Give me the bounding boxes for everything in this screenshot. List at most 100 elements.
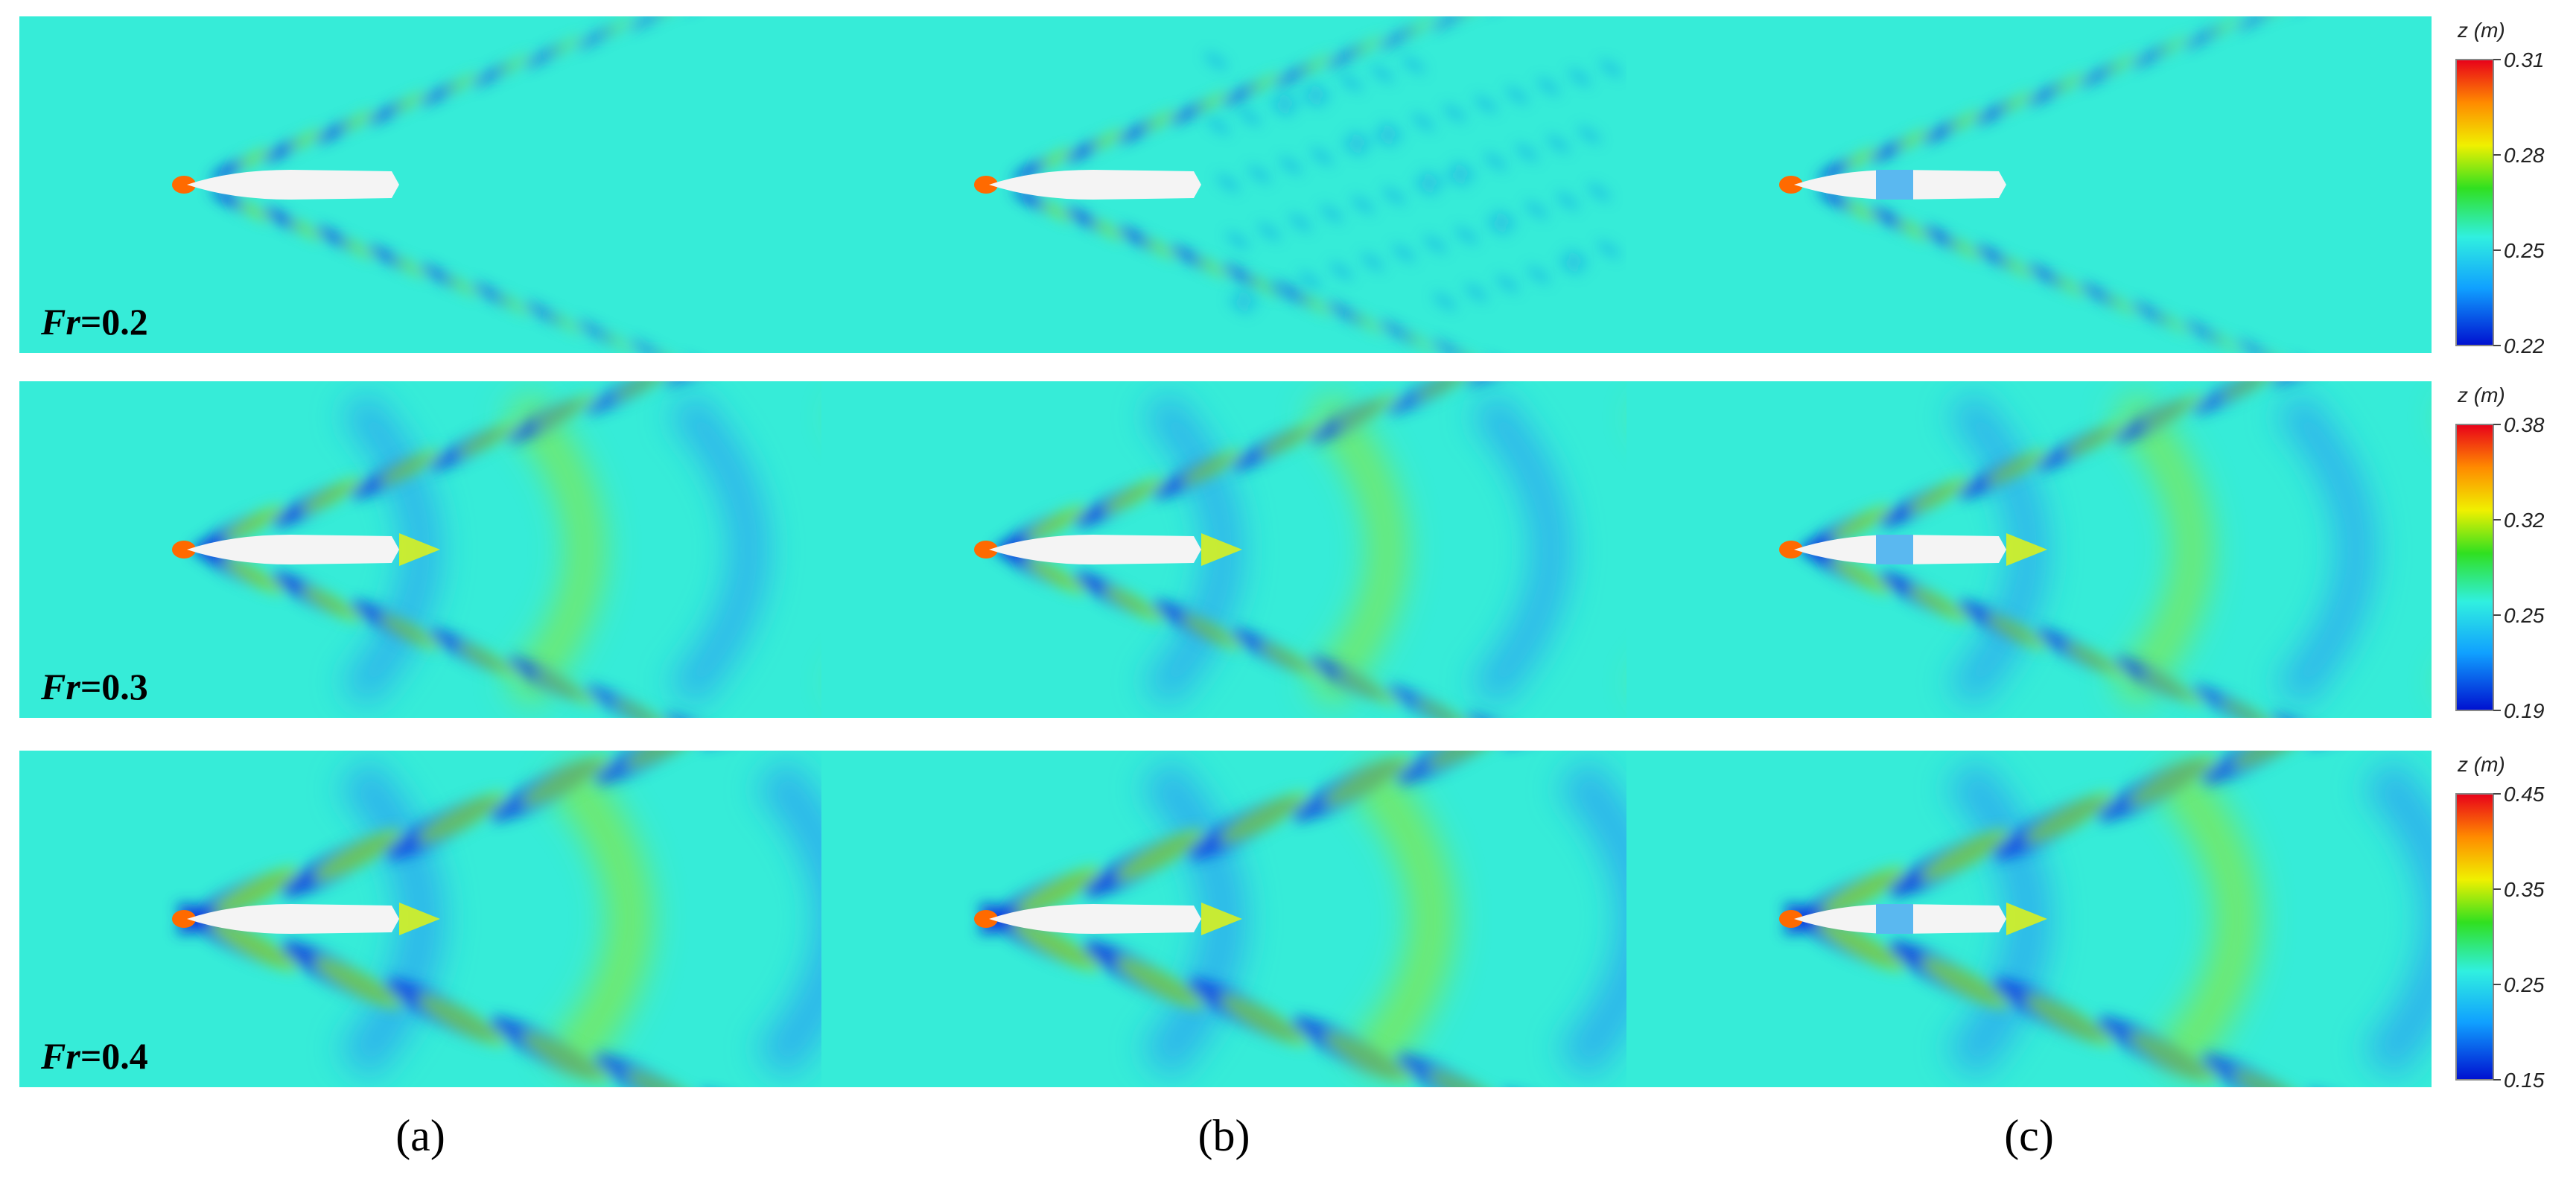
wave-crest: [1895, 129, 1931, 150]
wave-crest: [236, 201, 272, 221]
wave-panel: [19, 751, 1023, 1187]
colorbar: [2455, 424, 2494, 711]
wave-crest: [2311, 0, 2350, 2]
wave-crest: [2156, 314, 2192, 334]
wave-crest: [2064, 421, 2127, 456]
noise: [1486, 217, 1510, 235]
wave-trough: [2284, 354, 2331, 385]
gap-device: [1876, 904, 1913, 934]
wave-crest: [2052, 73, 2087, 93]
wave-crest: [340, 110, 376, 131]
wave-crest: [1920, 829, 2011, 881]
wave-crest: [288, 129, 324, 150]
froude-label: Fr=0.2: [40, 301, 148, 343]
froude-label: Fr=0.4: [40, 1035, 148, 1077]
noise: [1276, 92, 1300, 109]
wave-trough: [2284, 0, 2331, 16]
divergent-waves: [1784, 596, 2576, 1187]
wave-crest: [1090, 220, 1126, 241]
wave-crest: [497, 54, 532, 74]
noise: [1269, 99, 1293, 117]
noise: [1351, 196, 1375, 214]
noise: [1288, 214, 1312, 232]
wave-trough: [900, 1156, 1023, 1187]
wave-trough: [677, 0, 724, 16]
stern-peak: [2006, 533, 2047, 566]
bow-peak: [1779, 176, 1803, 194]
wave-crest: [614, 698, 676, 718]
wave-crest: [2437, 1136, 2537, 1187]
wave-crest: [1115, 957, 1206, 1009]
noise: [1454, 226, 1478, 244]
wave-crest: [1011, 920, 1101, 972]
wave-crest: [626, 751, 716, 768]
transverse-wave: [2275, 391, 2375, 708]
wave-crest: [340, 238, 376, 259]
colorbar-tick-label: 0.45: [2504, 783, 2545, 806]
colorbar-tick-label: 0.32: [2504, 509, 2545, 532]
wave-crest: [549, 35, 585, 56]
noise: [1452, 162, 1476, 179]
wave-crest: [1338, 670, 1400, 707]
bow-peak: [1779, 910, 1803, 928]
wave-trough: [1429, 338, 1472, 353]
noise: [1308, 83, 1332, 101]
wave-panel: [19, 381, 821, 718]
wave-crest: [1816, 866, 1906, 918]
wave-crest: [1351, 35, 1387, 56]
colorbar-tick-label: 0.25: [2504, 973, 2545, 996]
wave-crest: [1920, 957, 2011, 1009]
wave-crest: [535, 392, 598, 429]
divergent-waves: [176, 751, 1023, 1187]
wave-panel: [821, 16, 1626, 353]
noise: [1433, 293, 1457, 311]
noise: [1349, 131, 1373, 149]
colorbar-tick-label: 0.15: [2504, 1069, 2545, 1092]
wave-crest: [1830, 558, 1892, 594]
wave-crest: [1830, 505, 1892, 541]
hull: [187, 535, 399, 564]
wave-crest: [1632, 1136, 1731, 1187]
transverse-wave: [504, 391, 604, 708]
noise: [1235, 289, 1259, 307]
gap-device: [1876, 170, 1913, 200]
noise: [1238, 108, 1262, 126]
noise: [1568, 69, 1591, 86]
colorbar-tick-label: 0.22: [2504, 334, 2545, 357]
wave-crest: [417, 792, 508, 844]
wave-crest: [1416, 381, 1478, 401]
wave-panel: [1626, 381, 2432, 718]
wave-crest: [1103, 586, 1165, 623]
gap-device: [1876, 535, 1913, 564]
wave-panel: [19, 0, 821, 353]
wave-crest: [2233, 1069, 2324, 1087]
wave-crest: [2128, 754, 2219, 806]
wave-crest: [2541, 596, 2576, 663]
wave-crest: [2143, 670, 2205, 707]
wave-crest: [301, 586, 363, 623]
wave-crest: [1181, 614, 1244, 651]
wave-crest: [521, 754, 612, 806]
hull: [187, 904, 399, 934]
colorbar-tick-label: 0.31: [2504, 48, 2545, 71]
wave-crest: [1103, 477, 1165, 513]
wave-crest: [1843, 201, 1879, 221]
wave-crest: [2143, 392, 2205, 429]
wave-crest: [830, 1136, 929, 1187]
wave-crest: [223, 505, 285, 541]
wave-crest: [601, 332, 637, 353]
wave-crest: [1816, 920, 1906, 972]
wave-crest: [2052, 276, 2087, 296]
wave-panel: [821, 381, 1626, 718]
colorbar-tick-label: 0.25: [2504, 604, 2545, 627]
colorbar-title: z (m): [2457, 19, 2505, 42]
wave-crest: [209, 920, 299, 972]
wave-crest: [1947, 238, 1983, 259]
wave-trough: [2403, 1119, 2525, 1187]
bow-peak: [172, 541, 196, 559]
noise: [1558, 257, 1582, 275]
transverse-wave: [668, 391, 768, 708]
noise: [1279, 156, 1303, 174]
wave-crest: [1351, 314, 1387, 334]
wave-crest: [1527, 1099, 1627, 1167]
